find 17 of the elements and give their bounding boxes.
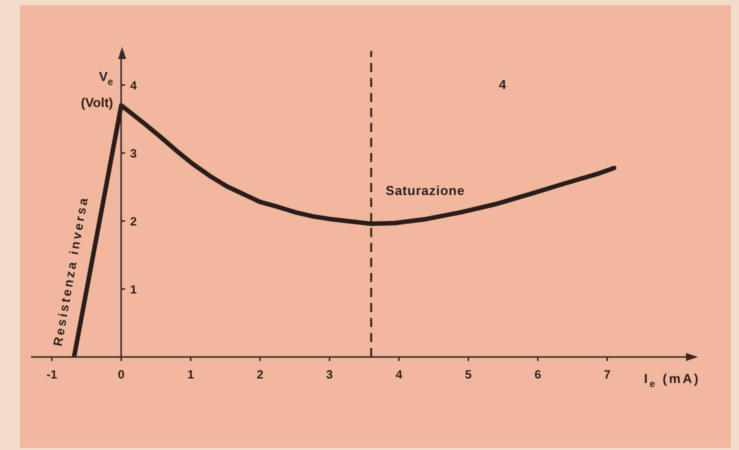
ref-line-label: Saturazione [386,182,465,198]
x-tick-label: 4 [396,368,403,382]
x-tick-label: 5 [465,368,472,382]
annotation: 4 [498,77,507,92]
x-tick-label: 1 [187,368,194,382]
x-tick-label: 6 [534,368,542,382]
x-tick-label: 0 [118,368,125,382]
x-tick-label: 7 [604,368,611,382]
x-tick-label: 2 [256,368,264,382]
x-tick-label: 3 [326,368,334,382]
y-tick-label: 1 [130,282,138,296]
x-axis-title: I$_{e}$ (mA) [644,371,700,390]
y-axis-title: V$_{e}$ (Volt) [80,69,114,110]
y-tick-label: 4 [130,78,138,92]
y-tick-label: 3 [130,146,138,160]
y-tick-label: 2 [130,214,138,228]
x-tick-label: -1 [46,368,58,382]
